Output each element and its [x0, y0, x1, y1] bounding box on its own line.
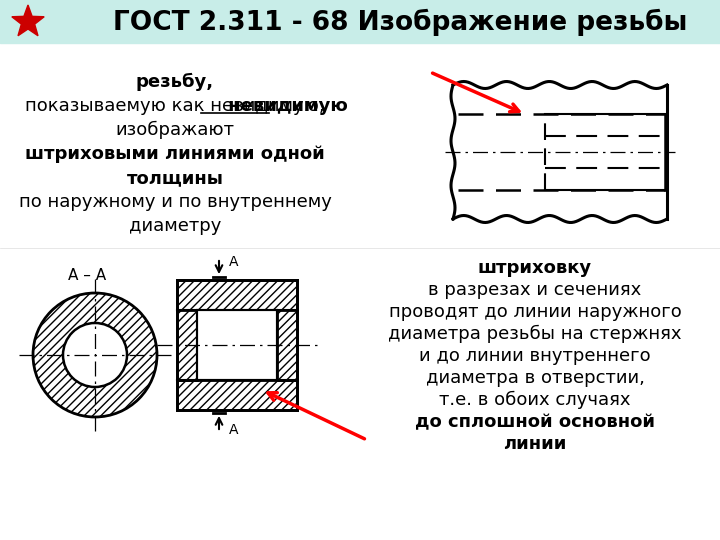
Bar [177, 310, 197, 380]
Bar [277, 310, 297, 380]
Text: проводят до линии наружного: проводят до линии наружного [389, 303, 681, 321]
Text: и до линии внутреннего: и до линии внутреннего [419, 347, 651, 365]
Text: резьбу,: резьбу, [136, 73, 214, 91]
Text: штриховыми линиями одной: штриховыми линиями одной [25, 145, 325, 163]
Text: А: А [229, 255, 238, 269]
Text: до сплошной основной: до сплошной основной [415, 413, 655, 431]
Text: А: А [229, 423, 238, 437]
Text: по наружному и по внутреннему: по наружному и по внутреннему [19, 193, 331, 211]
Text: толщины: толщины [127, 169, 223, 187]
Bar [177, 380, 297, 410]
Text: показываемую как невидимую,: показываемую как невидимую, [25, 97, 325, 115]
Bar [177, 280, 297, 310]
Text: диаметру: диаметру [129, 217, 221, 235]
Bar [197, 310, 277, 380]
Text: невидимую: невидимую [122, 97, 348, 115]
Polygon shape [12, 5, 44, 36]
Text: линии: линии [503, 435, 567, 453]
Text: диаметра в отверстии,: диаметра в отверстии, [426, 369, 644, 387]
Text: показываемую как невидимую,: показываемую как невидимую, [25, 97, 325, 115]
Text: штриховку: штриховку [478, 259, 592, 277]
Bar [0, 0, 720, 43]
Text: ГОСТ 2.311 - 68 Изображение резьбы: ГОСТ 2.311 - 68 Изображение резьбы [113, 9, 687, 36]
Text: т.е. в обоих случаях: т.е. в обоих случаях [439, 391, 631, 409]
Text: изображают: изображают [115, 121, 235, 139]
Text: в разрезах и сечениях: в разрезах и сечениях [428, 281, 642, 299]
Text: А – А: А – А [68, 267, 106, 282]
Circle shape [63, 323, 127, 387]
Text: диаметра резьбы на стержнях: диаметра резьбы на стержнях [388, 325, 682, 343]
